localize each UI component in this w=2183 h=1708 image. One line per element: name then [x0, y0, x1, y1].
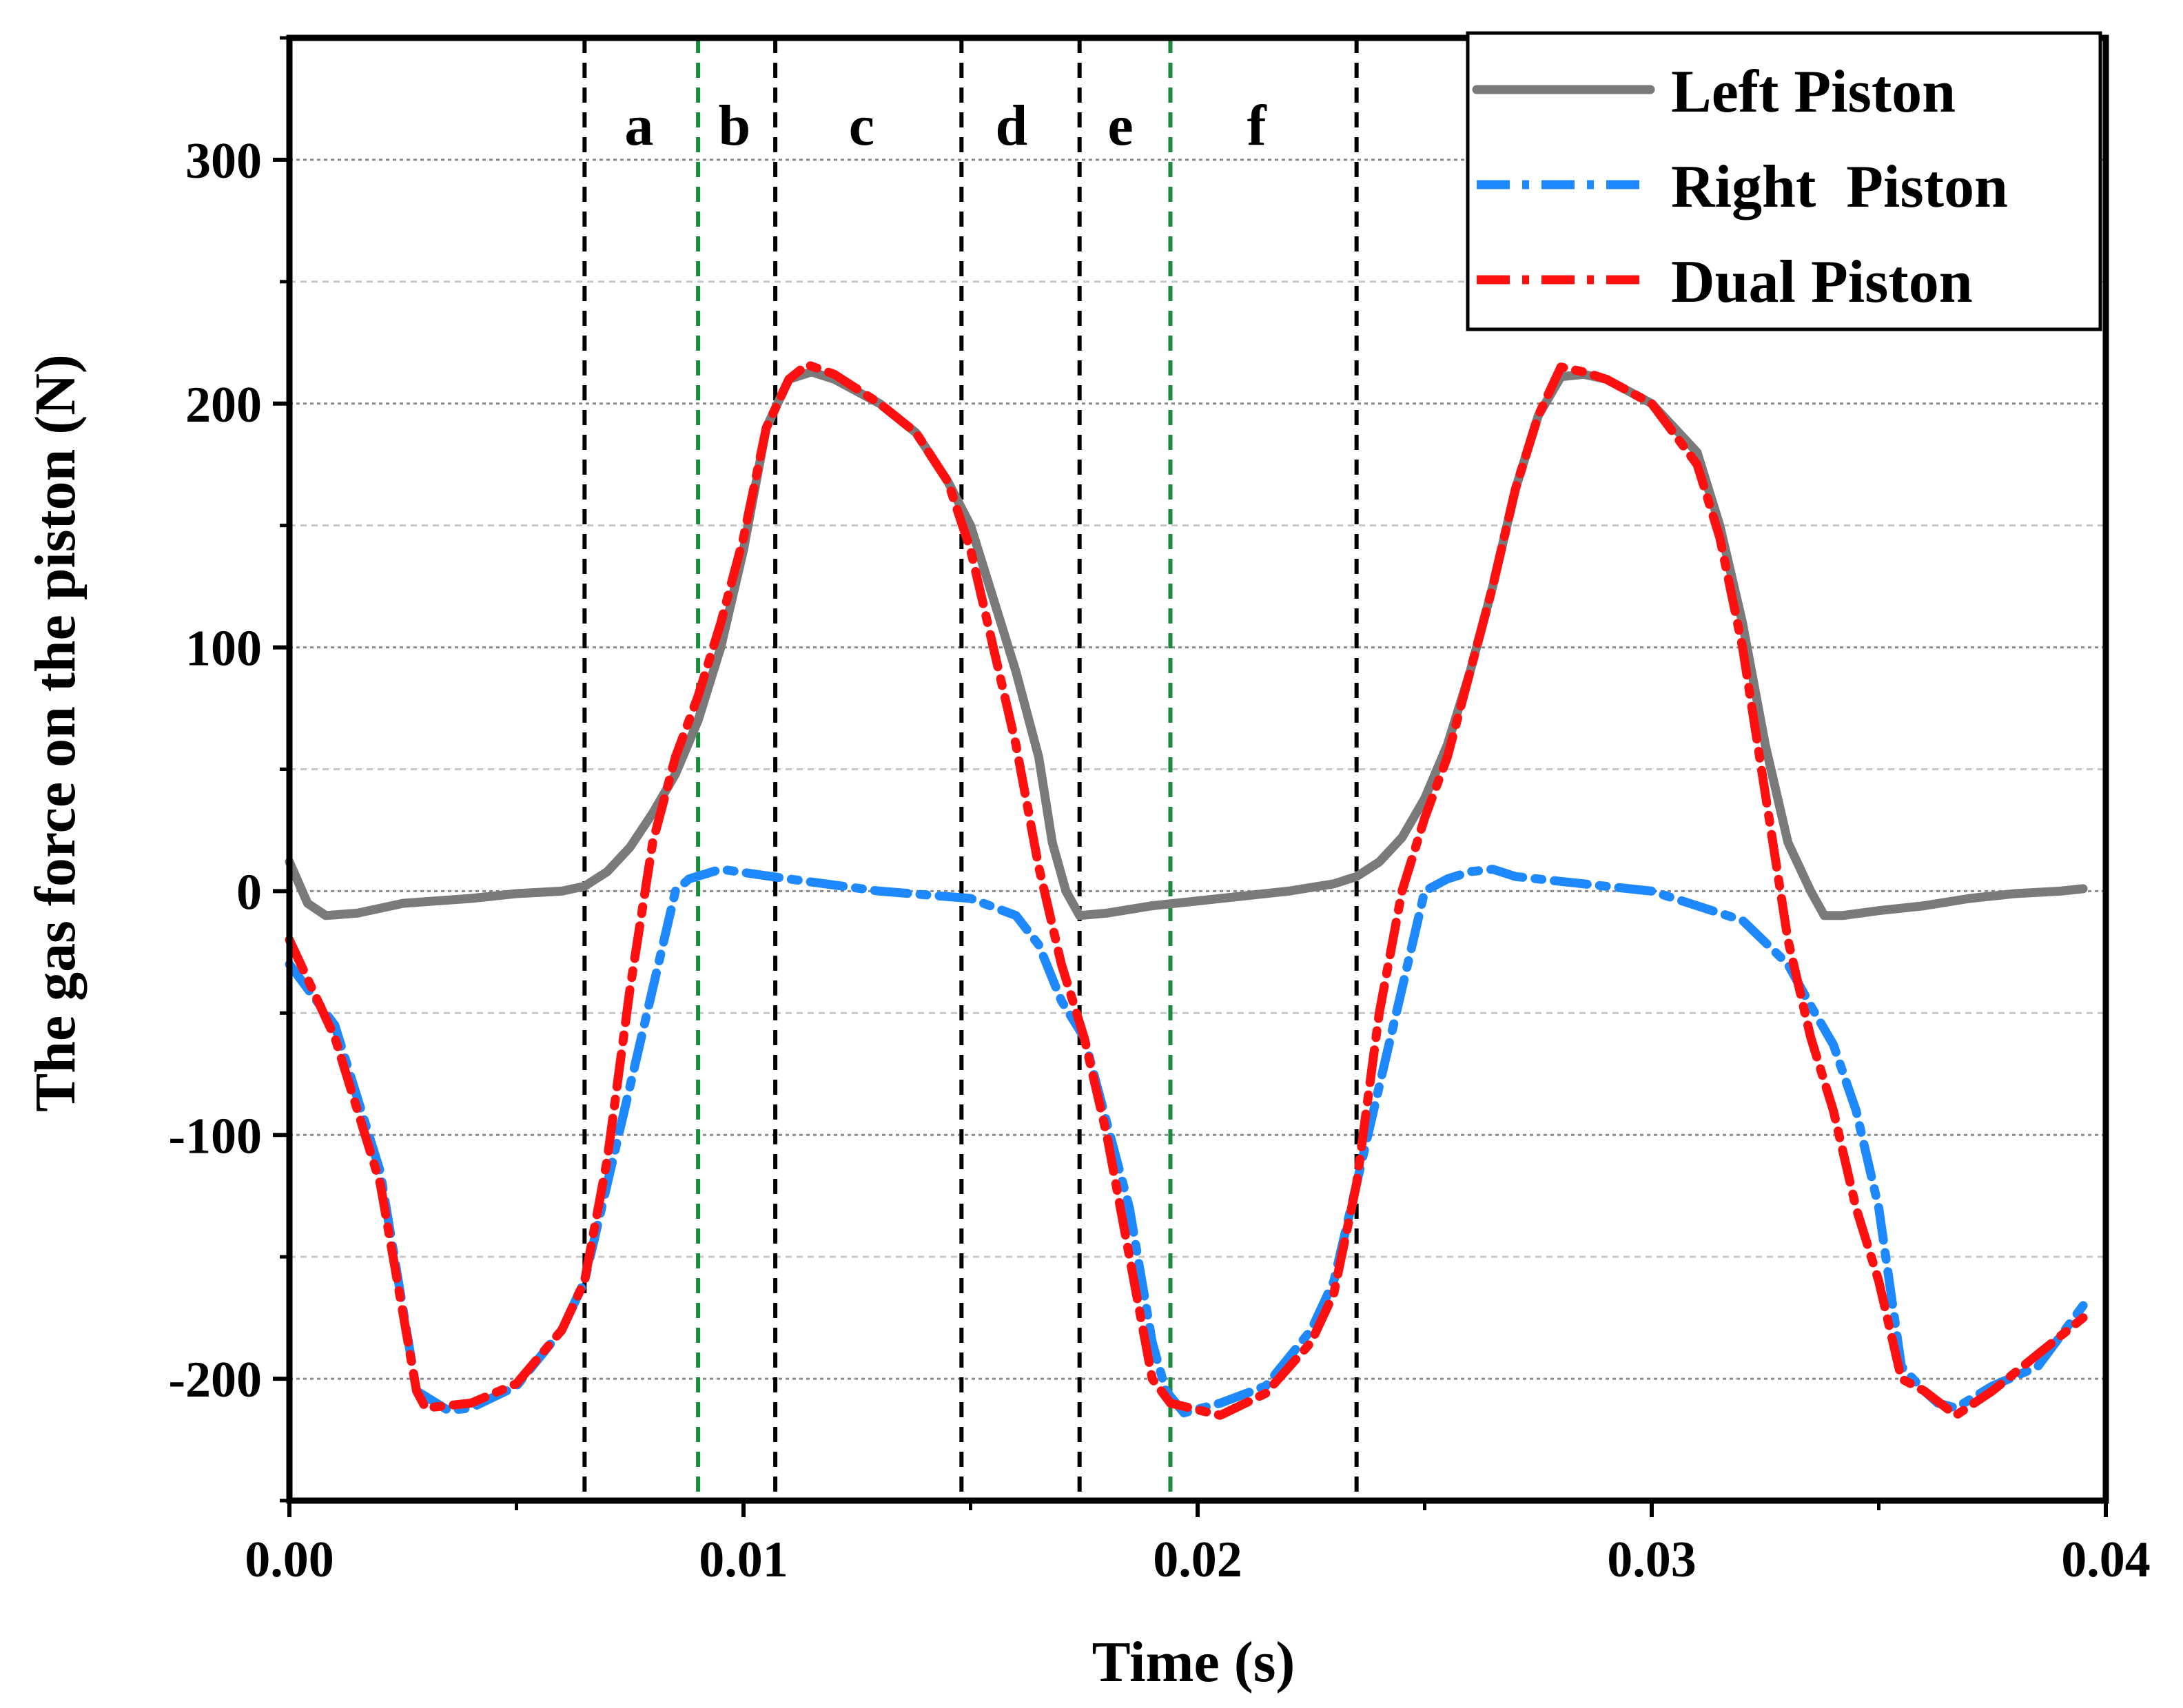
- region-label-b: b: [718, 94, 750, 158]
- legend-label-left-piston: Left Piston: [1671, 59, 1956, 125]
- y-tick-label: 200: [185, 377, 262, 433]
- x-tick-label: 0.03: [1607, 1532, 1697, 1588]
- x-tick-label: 0.02: [1153, 1532, 1242, 1588]
- y-axis-title: The gas force on the piston (N): [23, 354, 88, 1112]
- x-axis-title: Time (s): [1092, 1630, 1295, 1694]
- legend-label-dual-piston: Dual Piston: [1671, 249, 1973, 316]
- y-tick-label: 300: [185, 133, 262, 189]
- region-label-c: c: [849, 94, 874, 158]
- series-layer: [285, 360, 2088, 1420]
- tick-layer: 0.00 0.01 0.02 0.03 0.04 -200 -100 0 100 200 300: [168, 36, 2151, 1588]
- region-label-d: d: [995, 94, 1027, 158]
- region-label-layer: a b c d e f: [624, 94, 1267, 158]
- legend-label-right-piston: Right Piston: [1671, 154, 2008, 220]
- grid-layer: [289, 158, 2106, 1502]
- region-label-e: e: [1107, 94, 1133, 158]
- region-label-f: f: [1247, 94, 1267, 158]
- x-tick-label: 0.04: [2061, 1532, 2151, 1588]
- dual-piston-line: [285, 360, 2088, 1420]
- legend: Left Piston Right Piston Dual Piston: [1466, 31, 2102, 331]
- region-label-a: a: [624, 94, 653, 158]
- left-piston-line: [285, 367, 2088, 920]
- x-tick-label: 0.00: [245, 1532, 334, 1588]
- y-tick-label: -100: [168, 1108, 262, 1164]
- x-tick-label: 0.01: [699, 1532, 788, 1588]
- y-tick-label: 100: [185, 621, 262, 677]
- y-tick-label: -200: [168, 1352, 262, 1408]
- y-tick-label: 0: [236, 864, 262, 920]
